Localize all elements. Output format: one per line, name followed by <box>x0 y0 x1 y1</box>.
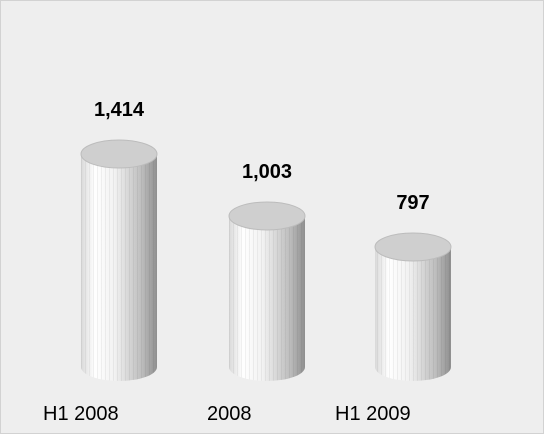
bar-h1-2008 <box>80 139 158 381</box>
category-labels-group: H1 2008 2008 H1 2009 <box>43 403 411 425</box>
bar-shading <box>81 154 157 381</box>
value-label-h1-2008: 1,414 <box>94 99 145 121</box>
bar-2008 <box>228 201 306 381</box>
bar-top <box>228 201 306 231</box>
bar-shading <box>229 215 305 381</box>
category-label-h1-2008: H1 2008 <box>43 403 119 425</box>
value-label-h1-2009: 797 <box>396 192 429 214</box>
bar-top <box>80 139 158 169</box>
category-label-h1-2009: H1 2009 <box>335 403 411 425</box>
value-labels-group: 1,414 1,003 797 <box>94 99 430 214</box>
category-label-2008: 2008 <box>207 403 252 425</box>
bar-shading <box>375 246 451 381</box>
value-label-2008: 1,003 <box>242 161 292 183</box>
bar-h1-2009 <box>374 232 452 381</box>
bars-group <box>80 139 452 381</box>
bar-top <box>374 232 452 262</box>
